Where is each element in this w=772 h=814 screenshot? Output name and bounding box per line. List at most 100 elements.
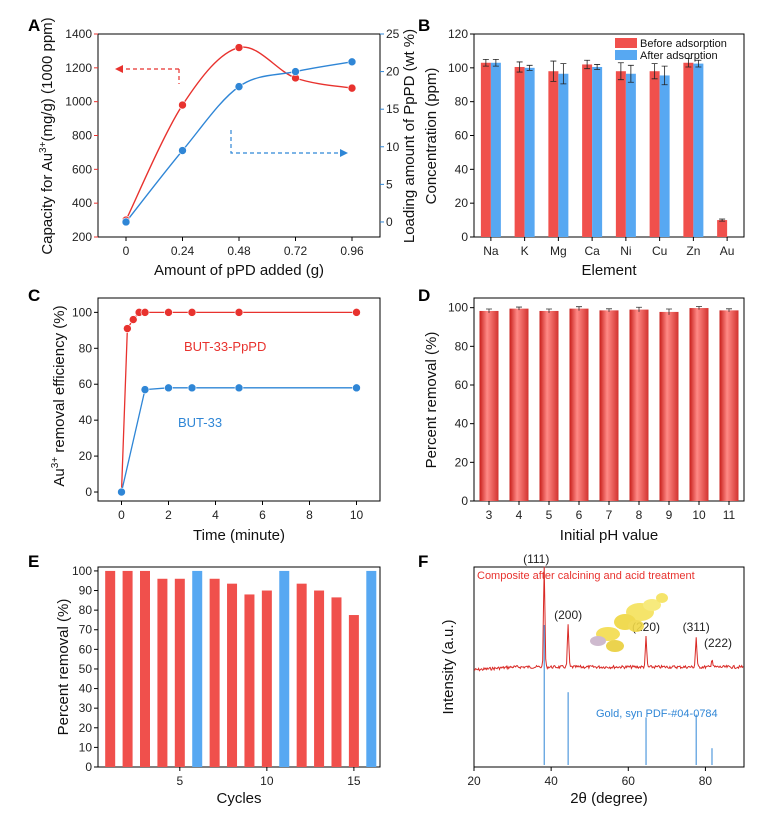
particle-blob [656,593,668,603]
panel-c-y-ticks: 0 20 40 60 80 100 [72,305,98,499]
left-tick-label: 200 [72,230,92,244]
panel-a-ylabel-right: Loading amount of PpPD (wt %) [401,29,418,243]
error-bar [695,59,702,68]
y-tick-label: 100 [72,564,92,578]
y-tick-label: 80 [455,95,469,109]
particle-blob [606,640,624,652]
bar-after [490,62,501,238]
error-bar [482,58,489,67]
x-tick-label: Ca [584,244,600,258]
data-point [234,43,244,52]
peak-label: (111) [523,552,549,566]
y-tick-label: 60 [455,378,469,392]
panel-f-ylabel: Intensity (a.u.) [440,619,457,714]
right-tick-label: 0 [386,215,393,229]
error-bar [726,308,732,312]
bar-cycle [366,570,377,767]
panel-b-legend: Before adsorption After adsorption [615,38,727,62]
x-tick-label: 40 [544,774,558,788]
x-tick-label: 6 [576,508,583,522]
panel-d-x-ticks: 3 4 5 6 7 8 9 10 11 [486,501,736,522]
error-bar [636,306,642,312]
panel-d-ylabel: Percent removal (%) [423,332,440,469]
left-tick-label: 800 [72,129,92,143]
y-tick-label: 0 [85,485,92,499]
data-point [291,67,300,76]
panel-a-xlabel: Amount of pPD added (g) [154,262,324,279]
data-point [117,487,126,497]
error-bar [576,306,582,311]
legend-label-before: Before adsorption [640,38,727,50]
particle-blob [643,599,661,611]
y-tick-label: 60 [79,642,93,656]
panel-label-f: F [418,552,428,571]
panel-a-x-ticks: 0 0.24 0.48 0.72 0.96 [123,237,364,258]
error-bar [606,308,612,312]
panel-d-y-ticks: 0 20 40 60 80 100 [448,301,474,508]
y-tick-label: 20 [79,449,93,463]
y-tick-label: 0 [85,760,92,774]
bar-cycle [348,615,359,767]
x-tick-label: Na [483,244,499,258]
data-point [128,315,138,324]
bar [689,308,709,501]
panel-f-title: Composite after calcining and acid treat… [477,570,695,582]
left-tick-label: 1000 [65,95,92,109]
panel-c: C 0 20 40 60 80 100 0 2 4 6 8 10 BUT-33-PpPD BUT-3… [28,286,381,544]
error-bar [560,63,567,85]
x-tick-label: 60 [622,774,636,788]
x-tick-label: 11 [723,508,736,522]
bar-after [558,73,569,237]
panel-e-ylabel: Percent removal (%) [55,599,72,736]
x-tick-label: 8 [636,508,643,522]
panel-b: B 0 20 40 60 80 100 120 Na K Mg Ca Ni Cu Zn Au Before… [418,16,745,279]
panel-a-ylabel-left-suffix: (mg/g) (1000 ppm) [39,17,56,141]
y-tick-label: 50 [79,662,93,676]
legend-label-after: After adsorption [640,50,718,62]
panel-c-xlabel: Time (minute) [193,527,285,544]
left-tick-label: 1400 [65,27,92,41]
panel-b-bars [480,58,728,238]
bar-before [615,71,626,237]
panel-e-frame [97,566,381,768]
x-tick-label: 0 [118,508,125,522]
data-point [187,383,197,393]
data-point [164,308,173,317]
error-bar [666,308,672,315]
data-point [178,100,187,110]
x-tick-label: Ni [620,244,631,258]
x-tick-label: 4 [212,508,219,522]
peak-label: (311) [683,620,710,634]
y-tick-label: 100 [448,301,468,315]
error-bar [584,59,591,70]
data-point [234,383,244,393]
y-tick-label: 80 [79,603,93,617]
x-tick-label: 0.72 [284,244,308,258]
x-tick-label: Zn [686,244,700,258]
data-point [352,383,361,393]
panel-b-y-ticks: 0 20 40 60 80 100 120 [448,27,474,244]
error-bar [546,308,552,313]
panel-b-frame [473,33,745,238]
x-tick-label: 8 [306,508,313,522]
bar-cycle [122,570,133,767]
y-tick-label: 10 [79,740,93,754]
y-tick-label: 20 [455,455,469,469]
bar-before [582,64,593,237]
panel-a-ylabel-left: Capacity for Au3+(mg/g) (1000 ppm) [38,17,56,254]
panel-f-frame [473,566,745,768]
error-bar [516,306,522,311]
x-tick-label: K [521,244,529,258]
y-tick-label: 0 [461,494,468,508]
data-point [347,83,357,93]
x-tick-label: 5 [176,774,183,788]
y-tick-label: 40 [455,162,469,176]
error-bar [685,58,692,68]
panel-a-left-ticks: 200 400 600 800 1000 1200 1400 [65,27,98,244]
panel-f-x-ticks: 20 40 60 80 [467,767,712,788]
panel-e-bars [105,570,377,767]
right-tick-label: 25 [386,27,400,41]
x-tick-label: 10 [260,774,274,788]
y-tick-label: 60 [79,377,93,391]
